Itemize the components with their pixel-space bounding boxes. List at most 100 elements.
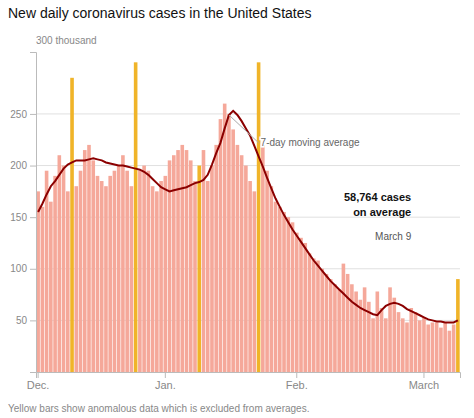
- x-tick-mark: [423, 372, 424, 378]
- y-tick: 50: [16, 315, 36, 326]
- grid-line: [36, 165, 460, 166]
- y-tick: 100: [10, 263, 36, 274]
- bar: [452, 325, 456, 372]
- y-tick: 200: [10, 160, 36, 171]
- bar: [418, 320, 422, 372]
- x-tick: Dec.: [27, 372, 50, 391]
- bar: [180, 145, 184, 372]
- bar: [45, 171, 49, 372]
- x-tick-label: Dec.: [27, 379, 50, 391]
- bar: [202, 150, 206, 372]
- bar: [155, 191, 159, 372]
- bar: [443, 322, 447, 372]
- x-tick-label: Feb.: [286, 379, 308, 391]
- x-tick-mark: [38, 372, 39, 378]
- bar: [147, 171, 151, 372]
- y-tick-mark: [30, 166, 36, 167]
- bar: [299, 238, 303, 372]
- y-axis-line: [30, 53, 37, 373]
- x-tick-label: March: [409, 379, 440, 391]
- bar: [138, 171, 142, 372]
- y-axis-label: 300 thousand: [36, 35, 97, 46]
- y-tick-mark: [30, 114, 36, 115]
- bar: [214, 145, 218, 372]
- bar: [388, 287, 392, 372]
- bar: [320, 269, 324, 372]
- bar: [176, 150, 180, 372]
- bar: [282, 212, 286, 372]
- bar: [329, 279, 333, 372]
- bar: [62, 166, 66, 372]
- bar: [100, 181, 104, 372]
- bar: [397, 312, 401, 372]
- bar: [253, 191, 257, 372]
- x-axis-line: [37, 373, 461, 379]
- bar: [151, 186, 155, 372]
- grid-line: [36, 320, 460, 321]
- x-tick-mark: [296, 372, 297, 378]
- bar: [113, 171, 117, 372]
- bar: [316, 261, 320, 372]
- bar: [265, 171, 269, 372]
- x-tick: March: [409, 372, 440, 391]
- bar: [270, 186, 274, 372]
- bar: [303, 243, 307, 372]
- bar: [185, 150, 189, 372]
- y-tick-label: 50: [16, 315, 28, 326]
- bar: [439, 328, 443, 372]
- bar: [104, 186, 108, 372]
- x-tick-mark: [165, 372, 166, 378]
- bar: [278, 207, 282, 372]
- bar: [231, 129, 235, 372]
- bar: [257, 62, 261, 372]
- bar: [193, 181, 197, 372]
- bar: [189, 160, 193, 372]
- bar: [371, 318, 375, 372]
- y-tick: 250: [10, 109, 36, 120]
- x-tick-label: Jan.: [155, 379, 176, 391]
- line: [38, 111, 458, 323]
- title: New daily coronavirus cases in the Unite…: [8, 5, 311, 21]
- bar: [117, 166, 121, 372]
- bar: [401, 318, 405, 372]
- bar: [159, 181, 163, 372]
- bar: [79, 171, 83, 372]
- bar: [134, 62, 138, 372]
- y-tick-label: 100: [10, 263, 27, 274]
- bar: [83, 150, 87, 372]
- bar: [342, 264, 346, 372]
- bar: [248, 181, 252, 372]
- bar: [91, 160, 95, 372]
- bar: [333, 284, 337, 372]
- marks: [36, 62, 459, 372]
- chart: New daily coronavirus cases in the Unite…: [0, 0, 474, 418]
- bar: [210, 166, 214, 372]
- bar: [405, 322, 409, 372]
- x-axis: Dec. Jan. Feb. March: [27, 372, 461, 391]
- bar: [236, 145, 240, 372]
- bar: [392, 298, 396, 372]
- bar: [456, 279, 460, 372]
- bar: [448, 331, 452, 372]
- bar: [142, 166, 146, 372]
- bar: [295, 233, 299, 372]
- bar: [53, 176, 57, 372]
- bar: [325, 274, 329, 372]
- plot: 50 100 150 200 250 Dec. Jan. Feb. March 300 thous…: [10, 35, 460, 391]
- y-tick: 150: [10, 212, 36, 223]
- footnote: Yellow bars show anomalous data which is…: [8, 403, 309, 414]
- bar: [66, 191, 70, 372]
- y-tick-label: 150: [10, 212, 27, 223]
- x-tick: Feb.: [286, 372, 308, 391]
- grid-line: [36, 113, 460, 114]
- grid: [36, 114, 460, 320]
- bar: [70, 78, 74, 372]
- bar: [308, 253, 312, 372]
- y-tick-mark: [30, 217, 36, 218]
- bar: [172, 155, 176, 372]
- bar: [41, 207, 45, 372]
- bar: [337, 289, 341, 372]
- bar: [261, 145, 265, 372]
- bar: [49, 202, 53, 372]
- bar: [74, 186, 78, 372]
